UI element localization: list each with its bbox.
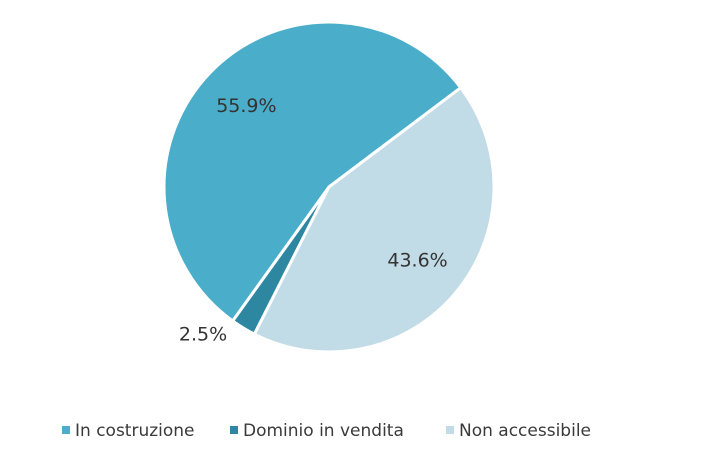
legend-label: In costruzione bbox=[75, 421, 195, 441]
pie-slice bbox=[252, 86, 496, 354]
data-label: 55.9% bbox=[216, 95, 276, 117]
legend-swatch bbox=[230, 426, 238, 434]
legend-swatch bbox=[446, 426, 454, 434]
legend-swatch bbox=[62, 426, 70, 434]
pie-slice bbox=[162, 20, 463, 323]
legend-label: Dominio in vendita bbox=[243, 421, 404, 441]
data-label: 43.6% bbox=[387, 250, 447, 272]
data-label: 2.5% bbox=[179, 323, 227, 345]
legend-label: Non accessibile bbox=[459, 421, 591, 441]
